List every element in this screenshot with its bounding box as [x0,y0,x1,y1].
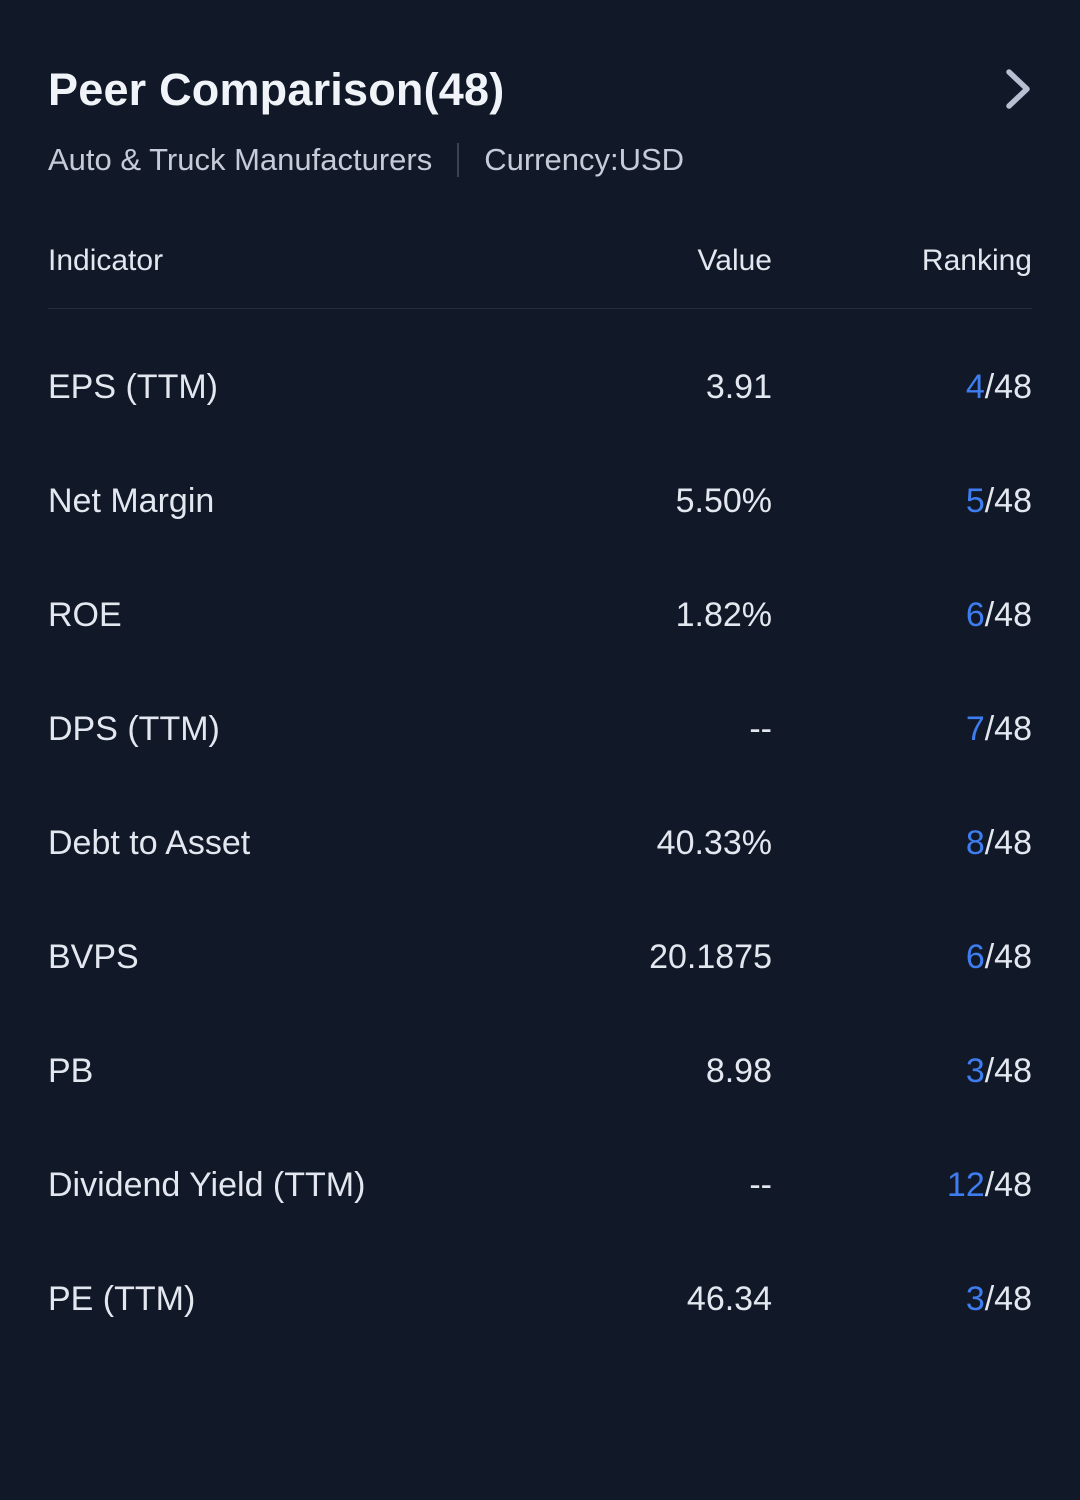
subtitle-divider [457,143,460,178]
indicator-value: 40.33% [656,823,772,862]
indicator-value: 8.98 [705,1051,772,1090]
rank-total: /48 [984,1165,1032,1204]
rank-position: 4 [965,367,985,406]
rank-position: 8 [965,823,985,862]
column-header-indicator: Indicator [48,244,164,278]
indicator-value: -- [749,709,772,748]
rank-total: /48 [984,709,1032,748]
chevron-right-icon [1004,66,1032,115]
table-row-net-margin[interactable]: Net Margin 5.50% 5/48 [48,444,1032,558]
indicator-ranking: 6/48 [772,596,1032,635]
indicator-ranking: 5/48 [772,482,1032,521]
table-row-debt-to-asset[interactable]: Debt to Asset 40.33% 8/48 [48,786,1032,900]
rank-position: 6 [965,937,985,976]
rank-total: /48 [984,367,1032,406]
indicator-label: Net Margin [48,481,215,520]
rank-total: /48 [984,595,1032,634]
rank-position: 5 [965,481,985,520]
page-title: Peer Comparison(48) [48,64,505,115]
table-row-bvps[interactable]: BVPS 20.1875 6/48 [48,900,1032,1014]
indicator-value: 20.1875 [649,937,772,976]
indicator-label: PB [48,1051,94,1090]
indicator-value: 46.34 [686,1279,772,1318]
currency-label: Currency:USD [484,142,685,178]
table-row-eps-ttm[interactable]: EPS (TTM) 3.91 4/48 [48,330,1032,444]
table-row-dps-ttm[interactable]: DPS (TTM) -- 7/48 [48,672,1032,786]
indicator-label: EPS (TTM) [48,367,218,406]
open-peer-comparison-button[interactable] [1004,66,1032,115]
indicator-value: 3.91 [705,367,772,406]
peer-comparison-table: Indicator Value Ranking EPS (TTM) 3.91 4… [48,244,1032,1356]
table-body: EPS (TTM) 3.91 4/48 Net Margin 5.50% 5/4… [48,309,1032,1356]
rank-position: 12 [946,1165,985,1204]
indicator-label: PE (TTM) [48,1279,196,1318]
rank-position: 3 [965,1279,985,1318]
rank-position: 7 [965,709,985,748]
column-header-ranking: Ranking [921,244,1032,278]
rank-position: 3 [965,1051,985,1090]
indicator-value: -- [749,1165,772,1204]
indicator-label: Debt to Asset [48,823,251,862]
indicator-label: BVPS [48,937,139,976]
table-row-pb[interactable]: PB 8.98 3/48 [48,1014,1032,1128]
table-header-divider [48,308,1032,310]
indicator-ranking: 6/48 [772,938,1032,977]
column-header-value: Value [697,244,772,278]
rank-position: 6 [965,595,985,634]
table-row-roe[interactable]: ROE 1.82% 6/48 [48,558,1032,672]
table-header-row: Indicator Value Ranking [48,244,1032,278]
indicator-value: 1.82% [675,595,772,634]
indicator-ranking: 4/48 [772,368,1032,407]
card-header: Peer Comparison(48) Auto & Truck Manufac… [48,0,1032,178]
indicator-value: 5.50% [675,481,772,520]
rank-total: /48 [984,481,1032,520]
indicator-ranking: 3/48 [772,1280,1032,1319]
indicator-label: ROE [48,595,122,634]
rank-total: /48 [984,1051,1032,1090]
indicator-ranking: 8/48 [772,824,1032,863]
table-row-dividend-yield-ttm[interactable]: Dividend Yield (TTM) -- 12/48 [48,1128,1032,1242]
indicator-ranking: 3/48 [772,1052,1032,1091]
table-row-pe-ttm[interactable]: PE (TTM) 46.34 3/48 [48,1242,1032,1356]
indicator-label: DPS (TTM) [48,709,220,748]
indicator-label: Dividend Yield (TTM) [48,1165,366,1204]
peer-comparison-card: Peer Comparison(48) Auto & Truck Manufac… [48,0,1032,1356]
industry-label: Auto & Truck Manufacturers [48,142,433,178]
rank-total: /48 [984,823,1032,862]
indicator-ranking: 7/48 [772,710,1032,749]
indicator-ranking: 12/48 [772,1166,1032,1205]
rank-total: /48 [984,1279,1032,1318]
rank-total: /48 [984,937,1032,976]
